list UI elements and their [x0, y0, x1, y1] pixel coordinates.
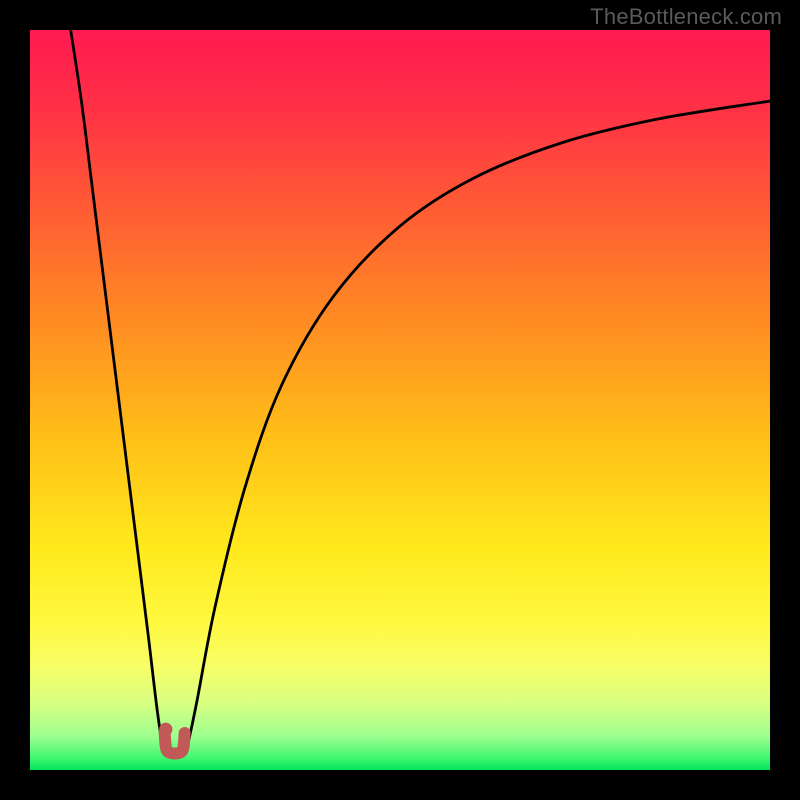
plot-area [30, 30, 770, 770]
curve-right-branch [182, 101, 770, 754]
chart-container: TheBottleneck.com [0, 0, 800, 800]
bottleneck-curve [30, 30, 770, 770]
curve-left-branch [71, 30, 168, 754]
optimum-marker-dot [159, 723, 172, 736]
watermark-text: TheBottleneck.com [590, 4, 782, 30]
optimum-marker [165, 733, 185, 754]
chart-frame [30, 30, 770, 770]
